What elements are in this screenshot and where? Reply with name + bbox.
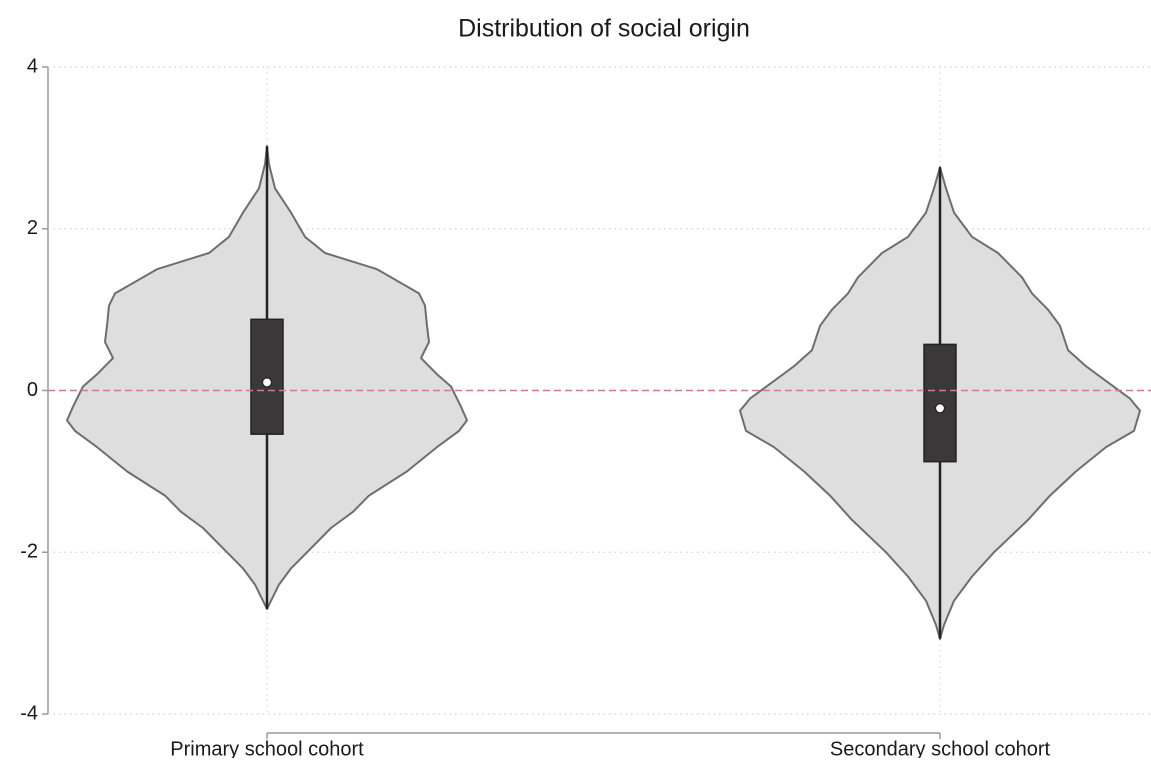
chart-title: Distribution of social origin: [458, 15, 750, 43]
violin-half: [939, 166, 1141, 640]
median: [261, 377, 273, 388]
y-tick-label: 0: [27, 379, 38, 401]
violin-half: [66, 145, 268, 610]
x-tick-label: Secondary school cohort: [830, 738, 1051, 758]
y-tick-label: 2: [27, 217, 38, 239]
box: [923, 343, 957, 463]
violin-half: [266, 145, 468, 610]
y-tick-label: -4: [20, 702, 38, 724]
box: [250, 318, 284, 435]
y-tick-label: -2: [20, 541, 38, 563]
median: [934, 403, 946, 414]
x-tick-label: Primary school cohort: [170, 738, 364, 758]
y-tick-label: 4: [27, 55, 38, 77]
violin-half: [739, 166, 941, 640]
